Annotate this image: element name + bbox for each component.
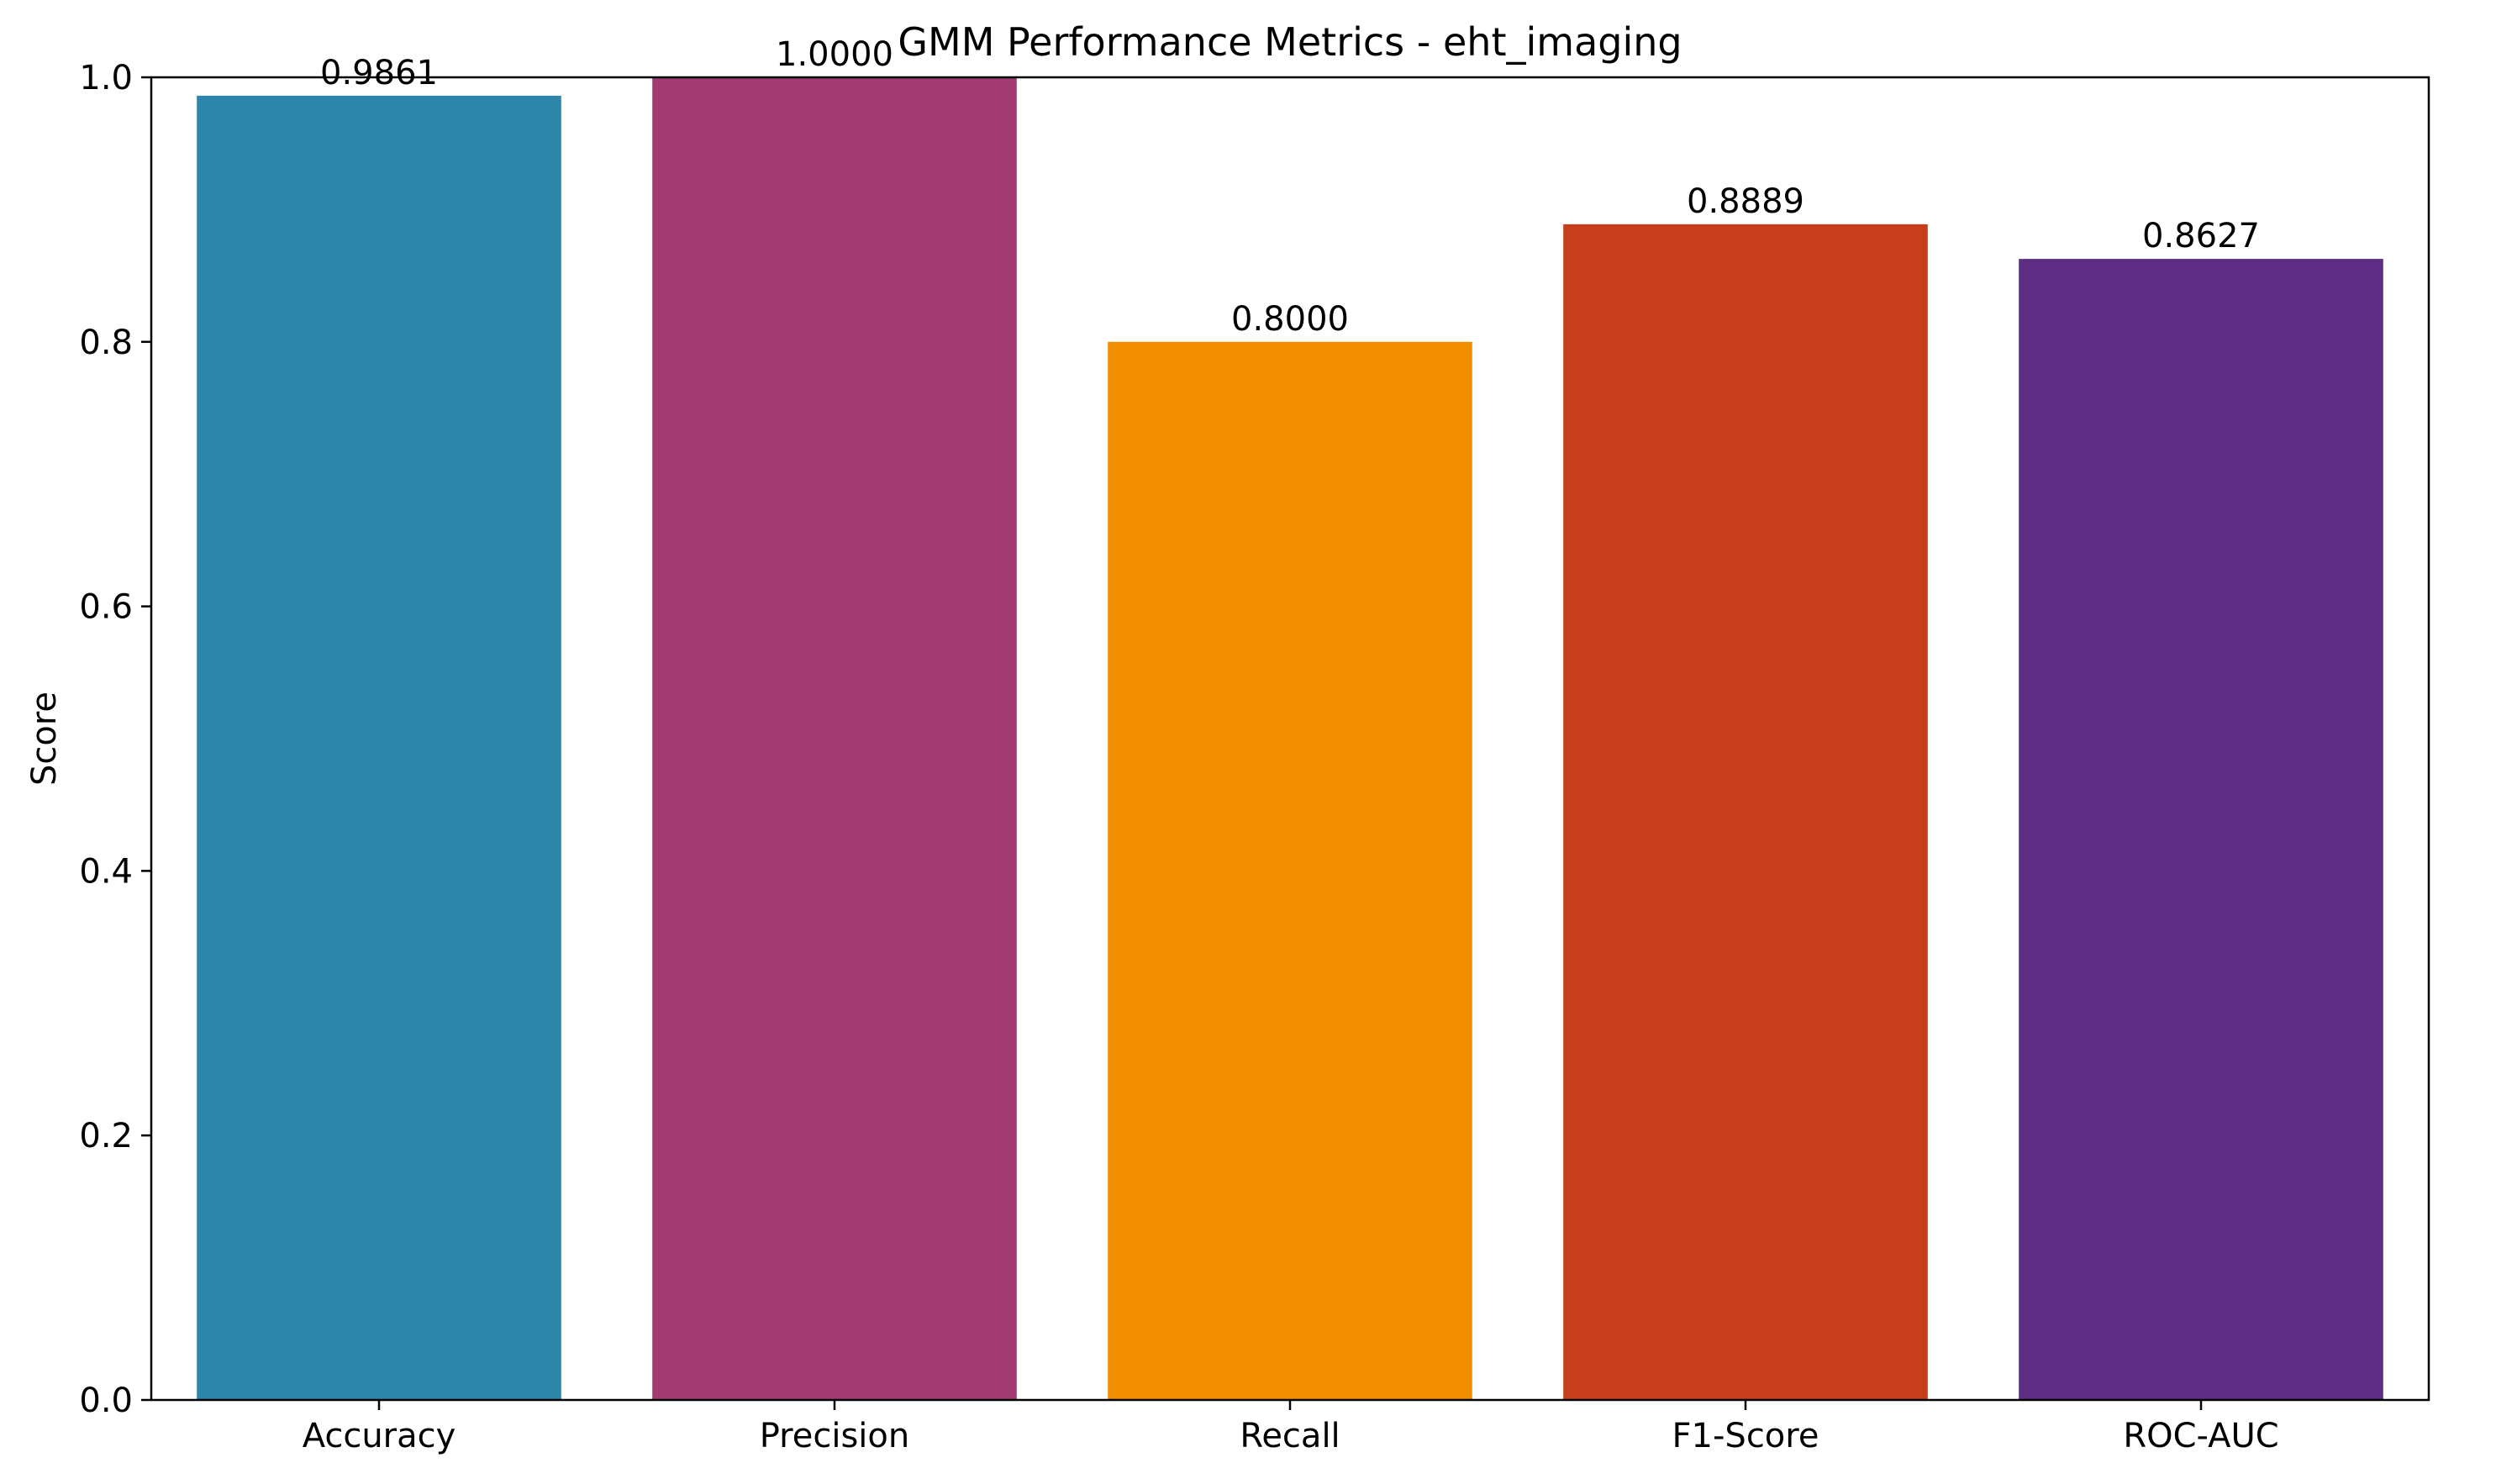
y-tick-label: 0.0 bbox=[79, 1381, 133, 1420]
x-tick-label: F1-Score bbox=[1672, 1417, 1819, 1455]
value-label: 0.9861 bbox=[320, 54, 438, 92]
bar-roc-auc bbox=[2019, 259, 2383, 1400]
x-tick-label: ROC-AUC bbox=[2123, 1417, 2278, 1455]
y-tick-label: 0.6 bbox=[79, 588, 133, 627]
chart-title: GMM Performance Metrics - eht_imaging bbox=[898, 19, 1682, 65]
x-tick-label: Recall bbox=[1240, 1417, 1340, 1455]
y-tick-label: 1.0 bbox=[79, 59, 133, 97]
value-label: 0.8627 bbox=[2142, 217, 2260, 255]
value-label: 0.8000 bbox=[1231, 300, 1349, 339]
y-tick-label: 0.8 bbox=[79, 324, 133, 362]
y-tick-label: 0.4 bbox=[79, 852, 133, 891]
value-labels: 0.9861 1.0000 0.8000 0.8889 0.8627 bbox=[320, 35, 2260, 339]
y-tick-label: 0.2 bbox=[79, 1117, 133, 1155]
value-label: 0.8889 bbox=[1687, 182, 1804, 221]
x-tick-label: Accuracy bbox=[303, 1417, 456, 1455]
bars bbox=[197, 77, 2383, 1401]
x-tick-label: Precision bbox=[760, 1417, 909, 1455]
x-axis-ticks: Accuracy Precision Recall F1-Score ROC-AUC bbox=[303, 1400, 2279, 1455]
y-axis-ticks: 0.0 0.2 0.4 0.6 0.8 1.0 bbox=[79, 59, 151, 1420]
bar-recall bbox=[1108, 341, 1472, 1400]
bar-precision bbox=[652, 77, 1017, 1400]
y-axis-label: Score bbox=[25, 692, 64, 786]
bar-f1-score bbox=[1563, 224, 1928, 1401]
bar-accuracy bbox=[197, 95, 561, 1400]
value-label: 1.0000 bbox=[776, 35, 893, 74]
